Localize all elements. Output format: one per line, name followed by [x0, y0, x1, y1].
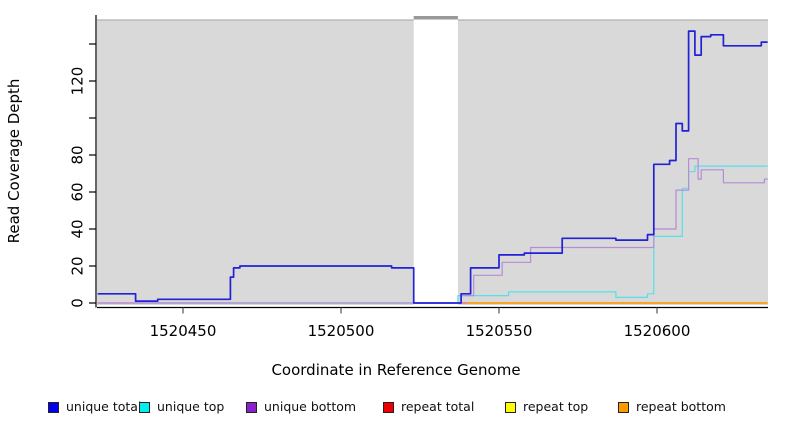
- legend-item-unique-total: unique total: [48, 399, 141, 415]
- x-tick-label: 1520600: [624, 322, 691, 340]
- legend-item-repeat-bottom: repeat bottom: [618, 399, 726, 415]
- y-tick-label: 80: [69, 145, 87, 164]
- legend-label: unique top: [157, 399, 225, 414]
- legend-label: repeat top: [523, 399, 589, 414]
- legend-swatch-repeat-bottom: [618, 401, 629, 413]
- series-unique-total: [97, 30, 768, 304]
- y-tick-label: 40: [69, 219, 87, 238]
- x-tick-label: 1520500: [308, 322, 375, 340]
- y-tick-label: 60: [69, 182, 87, 201]
- legend-label: repeat total: [401, 399, 475, 414]
- legend-label: unique bottom: [264, 399, 357, 414]
- legend-item-repeat-total: repeat total: [383, 399, 474, 415]
- series-group: [97, 30, 768, 304]
- x-axis-title: Coordinate in Reference Genome: [271, 361, 521, 379]
- legend-item-repeat-top: repeat top: [505, 399, 588, 415]
- legend-swatch-unique-total: [48, 401, 59, 413]
- legend-swatch-repeat-top: [505, 401, 516, 413]
- y-tick-label: 20: [69, 256, 87, 275]
- y-axis-title: Read Coverage Depth: [5, 78, 23, 244]
- legend-item-unique-top: unique top: [139, 399, 224, 415]
- coverage-gap: [413, 19, 458, 305]
- x-tick-label: 1520550: [466, 322, 533, 340]
- legend-swatch-repeat-total: [383, 401, 394, 413]
- coverage-gap-cap: [413, 16, 458, 20]
- y-tick-label: 120: [69, 67, 87, 96]
- legend-label: repeat bottom: [636, 399, 726, 414]
- series-unique-bottom: [97, 158, 768, 304]
- legend-swatch-unique-top: [139, 401, 150, 413]
- legend-item-unique-bottom: unique bottom: [246, 399, 356, 415]
- x-tick-label: 1520450: [150, 322, 217, 340]
- legend-label: unique total: [66, 399, 142, 414]
- legend-swatch-unique-bottom: [246, 401, 257, 413]
- y-tick-label: 0: [69, 298, 87, 308]
